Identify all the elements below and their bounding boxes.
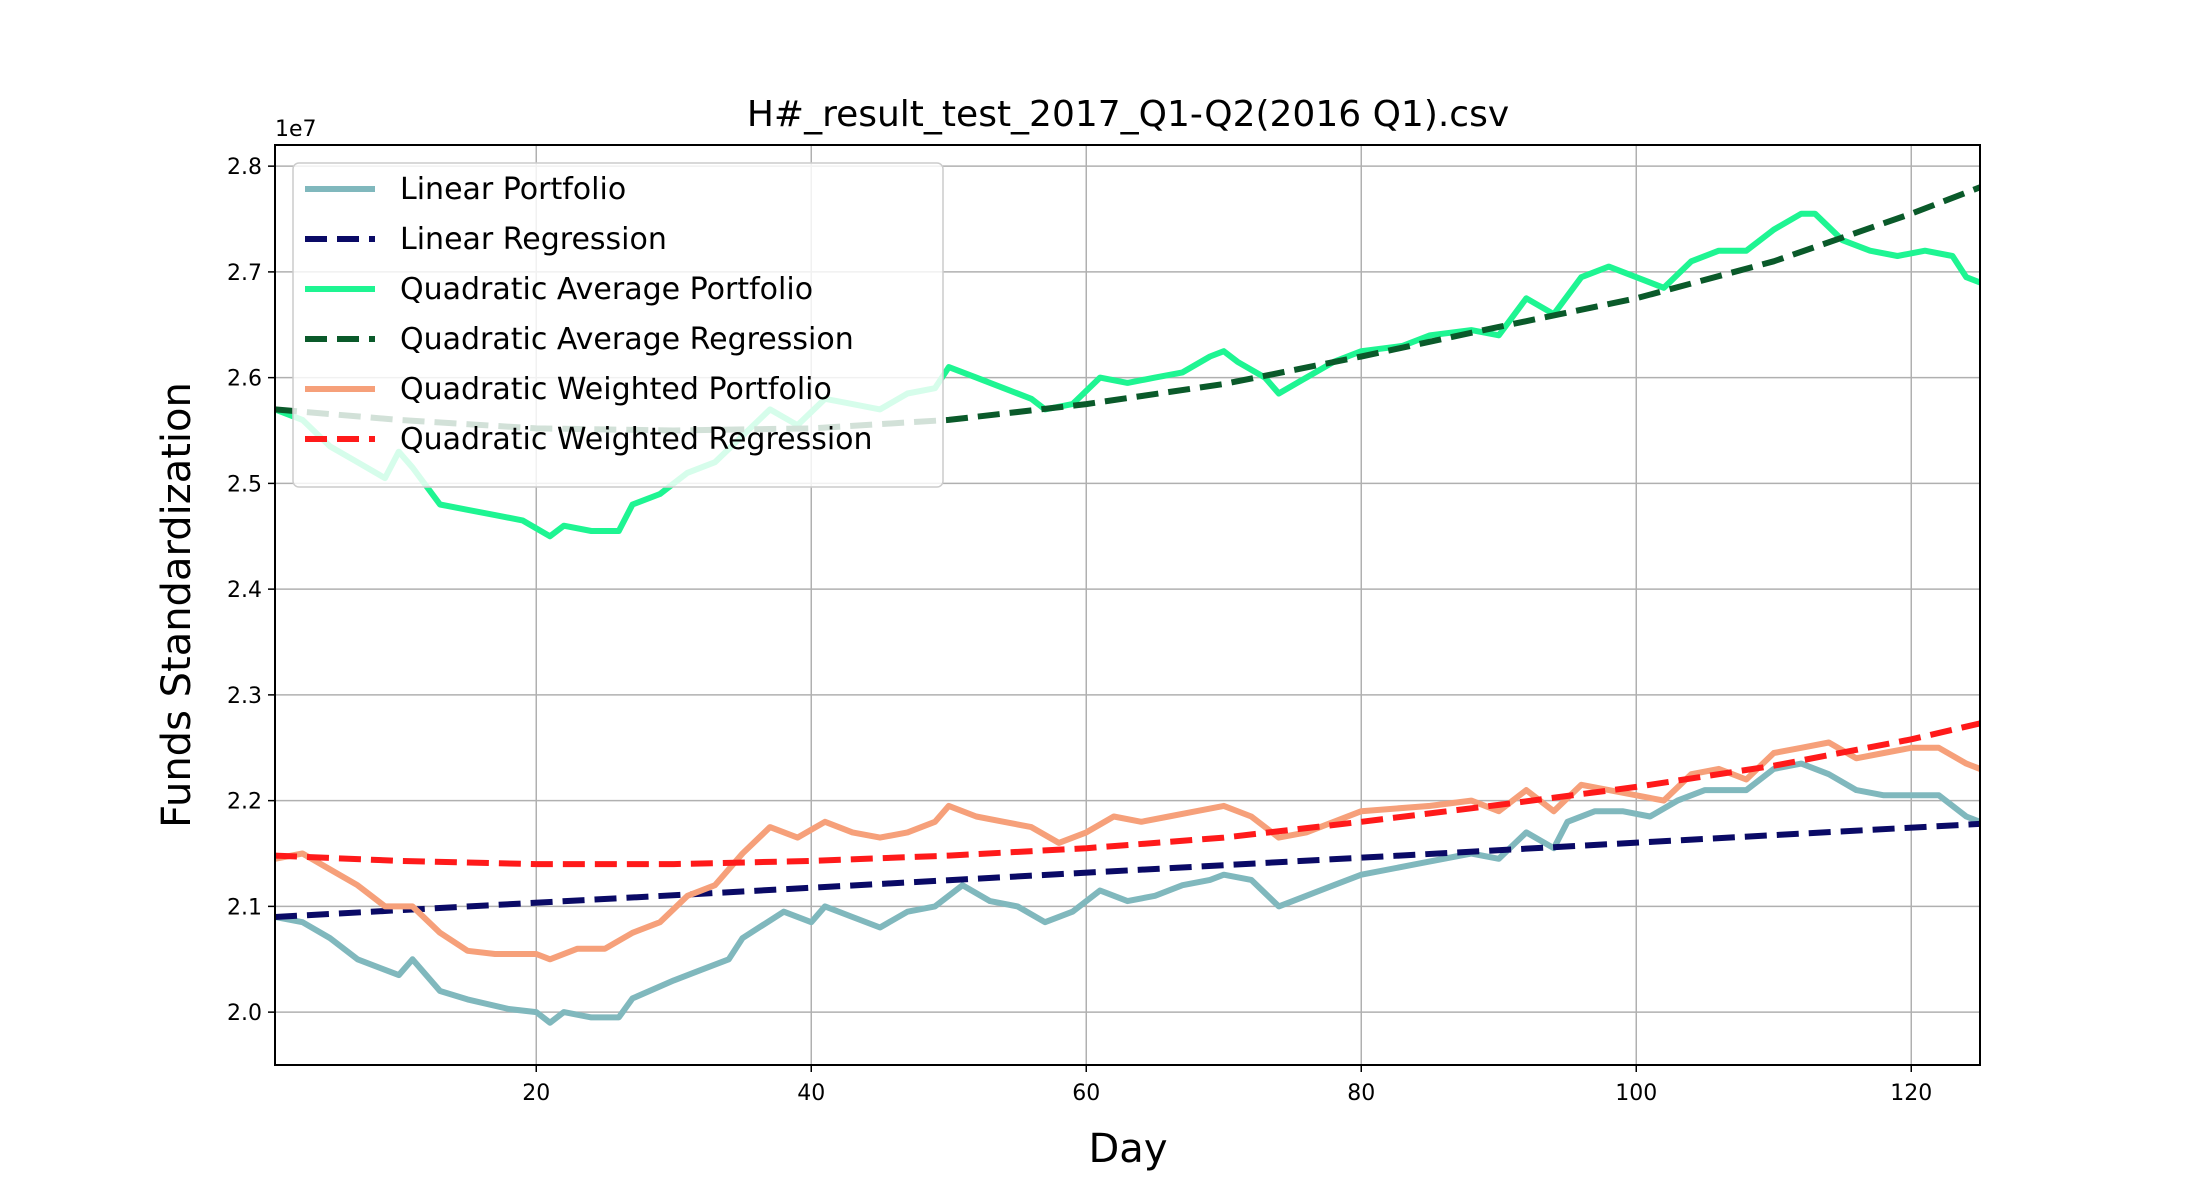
series-line-quadratic-weighted-regression xyxy=(275,720,1980,868)
x-tick-label: 20 xyxy=(522,1081,550,1106)
y-tick-label: 2.2 xyxy=(227,790,262,815)
series-line-quadratic-weighted-portfolio xyxy=(275,739,1980,963)
y-axis-label: Funds Standardization xyxy=(154,382,200,828)
legend-label: Linear Regression xyxy=(400,222,667,257)
y-tick-label: 2.5 xyxy=(227,472,262,497)
y-tick-label: 2.6 xyxy=(227,367,262,392)
series-line-linear-regression xyxy=(275,820,1980,920)
legend: Linear Portfolio Linear Regression Quadrat… xyxy=(292,162,944,488)
y-tick-label: 2.4 xyxy=(227,578,262,603)
series-line-linear-portfolio xyxy=(275,760,1980,1026)
y-tick-label: 2.0 xyxy=(227,1001,262,1026)
y-tick-label: 2.8 xyxy=(227,155,262,180)
y-tick-label: 2.7 xyxy=(227,261,262,286)
legend-label: Linear Portfolio xyxy=(400,172,626,207)
legend-label: Quadratic Weighted Portfolio xyxy=(400,372,832,407)
x-tick-label: 80 xyxy=(1347,1081,1375,1106)
y-tick-label: 2.1 xyxy=(227,895,262,920)
legend-box xyxy=(292,162,944,488)
series-layer xyxy=(275,184,1980,1026)
series-line-quadratic-average-regression xyxy=(275,184,1980,434)
x-tick-label: 120 xyxy=(1890,1081,1932,1106)
x-axis-label: Day xyxy=(1089,1126,1168,1172)
tick-layer: 20 40 60 80 100 120 2.0 2.1 2.2 2.3 2.4 2.5 2.6 2.7 2.… xyxy=(227,155,1932,1106)
legend-label: Quadratic Weighted Regression xyxy=(400,422,873,457)
x-tick-label: 100 xyxy=(1615,1081,1657,1106)
series-line-quadratic-average-portfolio xyxy=(275,210,1980,540)
legend-label: Quadratic Average Regression xyxy=(400,322,854,357)
y-offset-label: 1e7 xyxy=(275,117,317,142)
legend-label: Quadratic Average Portfolio xyxy=(400,272,813,307)
y-tick-label: 2.3 xyxy=(227,684,262,709)
chart-title: H#_result_test_2017_Q1-Q2(2016 Q1).csv xyxy=(747,94,1509,135)
x-tick-label: 60 xyxy=(1072,1081,1100,1106)
plot-frame xyxy=(274,144,1981,1066)
x-tick-label: 40 xyxy=(797,1081,825,1106)
